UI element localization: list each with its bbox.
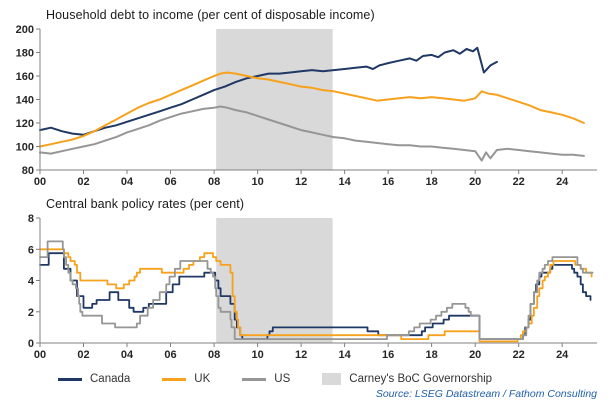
household-debt-chart-svg: 80 100 120 140 160 180 200 00 02 04 06 08 10 12 14 16 18… [16, 24, 597, 188]
y-tick-label: 140 [16, 95, 34, 107]
x-tick-label: 12 [295, 176, 307, 188]
x-tick-label: 22 [513, 176, 525, 188]
y-tick-label: 4 [28, 276, 35, 288]
x-tick-label: 02 [77, 349, 89, 361]
source-note: Source: LSEG Datastream / Fathom Consult… [375, 388, 597, 400]
x-tick-label: 24 [556, 349, 569, 361]
y-tick-label: 160 [16, 71, 34, 83]
x-tick-label: 00 [34, 176, 46, 188]
legend-box-swatch [322, 373, 342, 385]
x-tick-label: 16 [382, 349, 394, 361]
x-tick-label: 18 [425, 349, 437, 361]
y-tick-label: 200 [16, 24, 34, 36]
series-uk-line [39, 71, 585, 148]
legend-item-uk: UK [162, 373, 210, 385]
y-tick-label: 180 [16, 48, 34, 60]
x-tick-label: 18 [425, 176, 437, 188]
y-tick-label: 100 [16, 142, 34, 154]
series-us-line [39, 240, 594, 340]
x-tick-label: 08 [208, 349, 220, 361]
x-tick-label: 14 [338, 349, 351, 361]
x-tick-label: 04 [121, 349, 134, 361]
chart-title-debt: Household debt to income (per cent of di… [46, 8, 375, 22]
legend: Canada UK US Carney's BoC Governorship [58, 373, 605, 385]
legend-label: US [274, 373, 291, 385]
shaded-region [216, 29, 333, 170]
legend-line-swatch [162, 377, 187, 381]
legend-label: Canada [90, 373, 131, 385]
x-tick-label: 12 [295, 349, 307, 361]
y-tick-label: 0 [28, 338, 34, 350]
y-tick-label: 2 [28, 307, 34, 319]
chart-title-policy: Central bank policy rates (per cent) [46, 197, 245, 211]
legend-item-carney-s-boc-governorship: Carney's BoC Governorship [322, 373, 492, 385]
legend-line-swatch [58, 377, 82, 381]
series-canada-line [39, 46, 498, 136]
x-tick-label: 04 [121, 176, 134, 188]
x-tick-label: 20 [469, 349, 481, 361]
y-tick-label: 6 [28, 244, 34, 256]
legend-label: UK [194, 373, 211, 385]
legend-item-us: US [242, 373, 290, 385]
x-tick-label: 22 [513, 349, 525, 361]
x-tick-label: 16 [382, 176, 394, 188]
x-tick-label: 00 [34, 349, 46, 361]
legend-item-canada: Canada [58, 373, 130, 385]
x-tick-label: 24 [556, 176, 569, 188]
x-tick-label: 06 [164, 176, 176, 188]
x-tick-label: 08 [208, 176, 220, 188]
x-tick-label: 14 [338, 176, 351, 188]
household-debt-chart: Household debt to income (per cent of di… [10, 8, 605, 190]
x-tick-label: 20 [469, 176, 481, 188]
x-tick-label: 10 [251, 349, 263, 361]
legend-label: Carney's BoC Governorship [349, 373, 493, 385]
shaded-region [216, 218, 333, 343]
x-tick-label: 10 [251, 176, 263, 188]
y-tick-label: 80 [22, 165, 34, 177]
x-tick-label: 06 [164, 349, 176, 361]
legend-line-swatch [242, 377, 267, 381]
series-us-line [39, 105, 585, 162]
x-tick-label: 02 [77, 176, 89, 188]
series-uk-line [39, 248, 593, 343]
y-tick-label: 120 [16, 118, 34, 130]
y-tick-label: 8 [28, 213, 34, 225]
